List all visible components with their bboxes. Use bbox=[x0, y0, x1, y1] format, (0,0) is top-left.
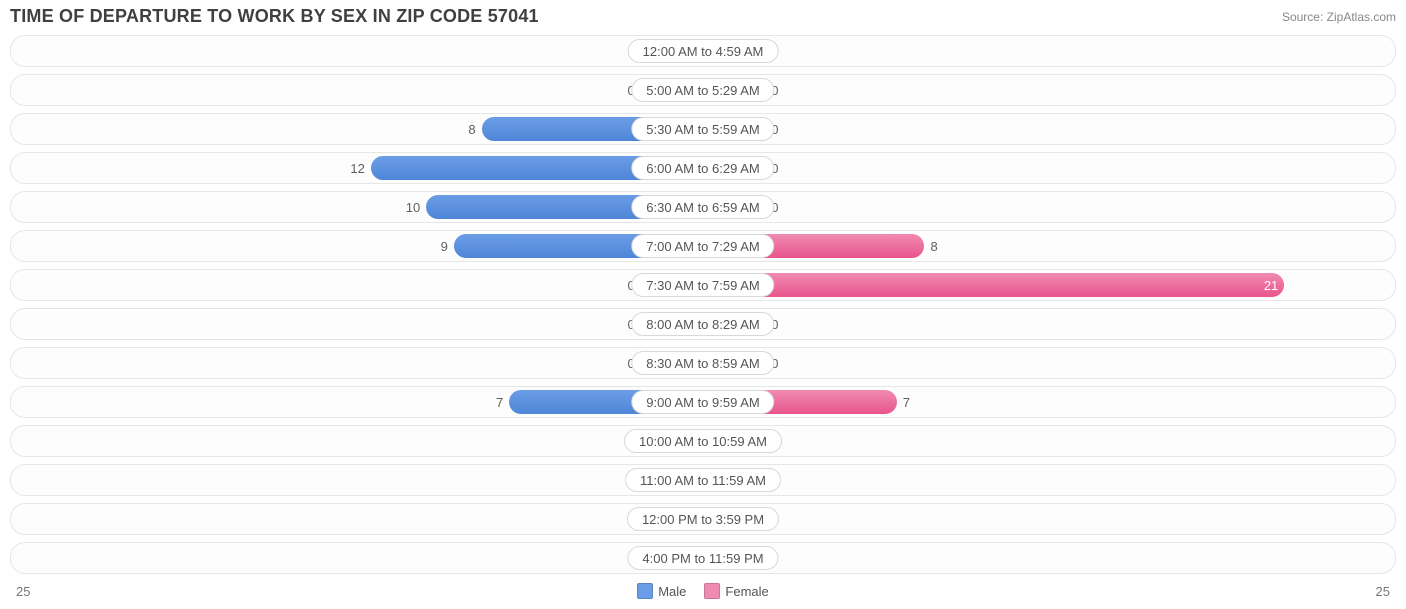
chart-header: TIME OF DEPARTURE TO WORK BY SEX IN ZIP … bbox=[6, 4, 1400, 35]
row-category-label: 6:00 AM to 6:29 AM bbox=[631, 156, 774, 180]
bar-row: 0012:00 AM to 4:59 AM bbox=[10, 35, 1396, 67]
male-value-label: 9 bbox=[435, 231, 454, 261]
legend-male-label: Male bbox=[658, 584, 686, 599]
bar-row: 7 7 9:00 AM to 9:59 AM bbox=[10, 386, 1396, 418]
bar-half-female: 0 bbox=[703, 153, 1395, 183]
row-category-label: 10:00 AM to 10:59 AM bbox=[624, 429, 782, 453]
bar-row: 10 06:30 AM to 6:59 AM bbox=[10, 191, 1396, 223]
bar-half-female: 0 bbox=[703, 192, 1395, 222]
axis-max-right: 25 bbox=[1376, 584, 1390, 599]
bar-half-male: 7 bbox=[11, 387, 703, 417]
chart-source: Source: ZipAtlas.com bbox=[1282, 10, 1396, 24]
bar-half-female: 8 bbox=[703, 231, 1395, 261]
row-category-label: 11:00 AM to 11:59 AM bbox=[625, 468, 781, 492]
row-category-label: 7:00 AM to 7:29 AM bbox=[631, 234, 774, 258]
legend-swatch-male bbox=[637, 583, 653, 599]
row-category-label: 12:00 PM to 3:59 PM bbox=[627, 507, 779, 531]
legend-male: Male bbox=[637, 583, 686, 599]
chart-footer: 25 Male Female 25 bbox=[6, 581, 1400, 605]
bar-row: 0011:00 AM to 11:59 AM bbox=[10, 464, 1396, 496]
female-value-label: 7 bbox=[897, 387, 916, 417]
legend: Male Female bbox=[637, 583, 769, 599]
bar-half-male: 9 bbox=[11, 231, 703, 261]
bar-half-male: 0 bbox=[11, 270, 703, 300]
row-category-label: 4:00 PM to 11:59 PM bbox=[627, 546, 778, 570]
axis-max-left: 25 bbox=[16, 584, 30, 599]
chart-container: TIME OF DEPARTURE TO WORK BY SEX IN ZIP … bbox=[0, 0, 1406, 609]
row-category-label: 8:00 AM to 8:29 AM bbox=[631, 312, 774, 336]
bar-row: 8 05:30 AM to 5:59 AM bbox=[10, 113, 1396, 145]
bar-half-female: 0 bbox=[703, 504, 1395, 534]
bar-half-female: 0 bbox=[703, 543, 1395, 573]
bar-half-male: 8 bbox=[11, 114, 703, 144]
legend-female: Female bbox=[704, 583, 768, 599]
bar-half-male: 0 bbox=[11, 543, 703, 573]
bar-row: 005:00 AM to 5:29 AM bbox=[10, 74, 1396, 106]
bar-half-male: 0 bbox=[11, 465, 703, 495]
bar-half-female: 21 bbox=[703, 270, 1395, 300]
bar-row: 0012:00 PM to 3:59 PM bbox=[10, 503, 1396, 535]
row-category-label: 6:30 AM to 6:59 AM bbox=[631, 195, 774, 219]
bars-area: 0012:00 AM to 4:59 AM005:00 AM to 5:29 A… bbox=[6, 35, 1400, 574]
row-category-label: 12:00 AM to 4:59 AM bbox=[628, 39, 779, 63]
legend-swatch-female bbox=[704, 583, 720, 599]
bar-row: 004:00 PM to 11:59 PM bbox=[10, 542, 1396, 574]
female-bar bbox=[703, 273, 1284, 297]
bar-half-male: 0 bbox=[11, 75, 703, 105]
bar-row: 0 21 7:30 AM to 7:59 AM bbox=[10, 269, 1396, 301]
bar-half-female: 0 bbox=[703, 36, 1395, 66]
bar-half-female: 0 bbox=[703, 465, 1395, 495]
male-value-label: 7 bbox=[490, 387, 509, 417]
legend-female-label: Female bbox=[725, 584, 768, 599]
female-value-label: 8 bbox=[924, 231, 943, 261]
bar-row: 9 8 7:00 AM to 7:29 AM bbox=[10, 230, 1396, 262]
bar-row: 008:30 AM to 8:59 AM bbox=[10, 347, 1396, 379]
bar-half-male: 0 bbox=[11, 309, 703, 339]
bar-row: 0010:00 AM to 10:59 AM bbox=[10, 425, 1396, 457]
bar-half-male: 0 bbox=[11, 426, 703, 456]
bar-half-female: 0 bbox=[703, 348, 1395, 378]
bar-half-male: 0 bbox=[11, 348, 703, 378]
bar-half-female: 0 bbox=[703, 426, 1395, 456]
row-category-label: 9:00 AM to 9:59 AM bbox=[631, 390, 774, 414]
bar-half-male: 0 bbox=[11, 504, 703, 534]
bar-half-male: 0 bbox=[11, 36, 703, 66]
female-value-label: 21 bbox=[1258, 270, 1284, 300]
bar-half-female: 0 bbox=[703, 75, 1395, 105]
row-category-label: 5:00 AM to 5:29 AM bbox=[631, 78, 774, 102]
chart-title: TIME OF DEPARTURE TO WORK BY SEX IN ZIP … bbox=[10, 6, 539, 27]
bar-half-male: 12 bbox=[11, 153, 703, 183]
bar-row: 008:00 AM to 8:29 AM bbox=[10, 308, 1396, 340]
male-value-label: 8 bbox=[462, 114, 481, 144]
bar-half-female: 7 bbox=[703, 387, 1395, 417]
bar-half-female: 0 bbox=[703, 309, 1395, 339]
row-category-label: 8:30 AM to 8:59 AM bbox=[631, 351, 774, 375]
male-value-label: 10 bbox=[400, 192, 426, 222]
bar-half-female: 0 bbox=[703, 114, 1395, 144]
row-category-label: 5:30 AM to 5:59 AM bbox=[631, 117, 774, 141]
male-value-label: 12 bbox=[344, 153, 370, 183]
row-category-label: 7:30 AM to 7:59 AM bbox=[631, 273, 774, 297]
bar-row: 12 06:00 AM to 6:29 AM bbox=[10, 152, 1396, 184]
bar-half-male: 10 bbox=[11, 192, 703, 222]
